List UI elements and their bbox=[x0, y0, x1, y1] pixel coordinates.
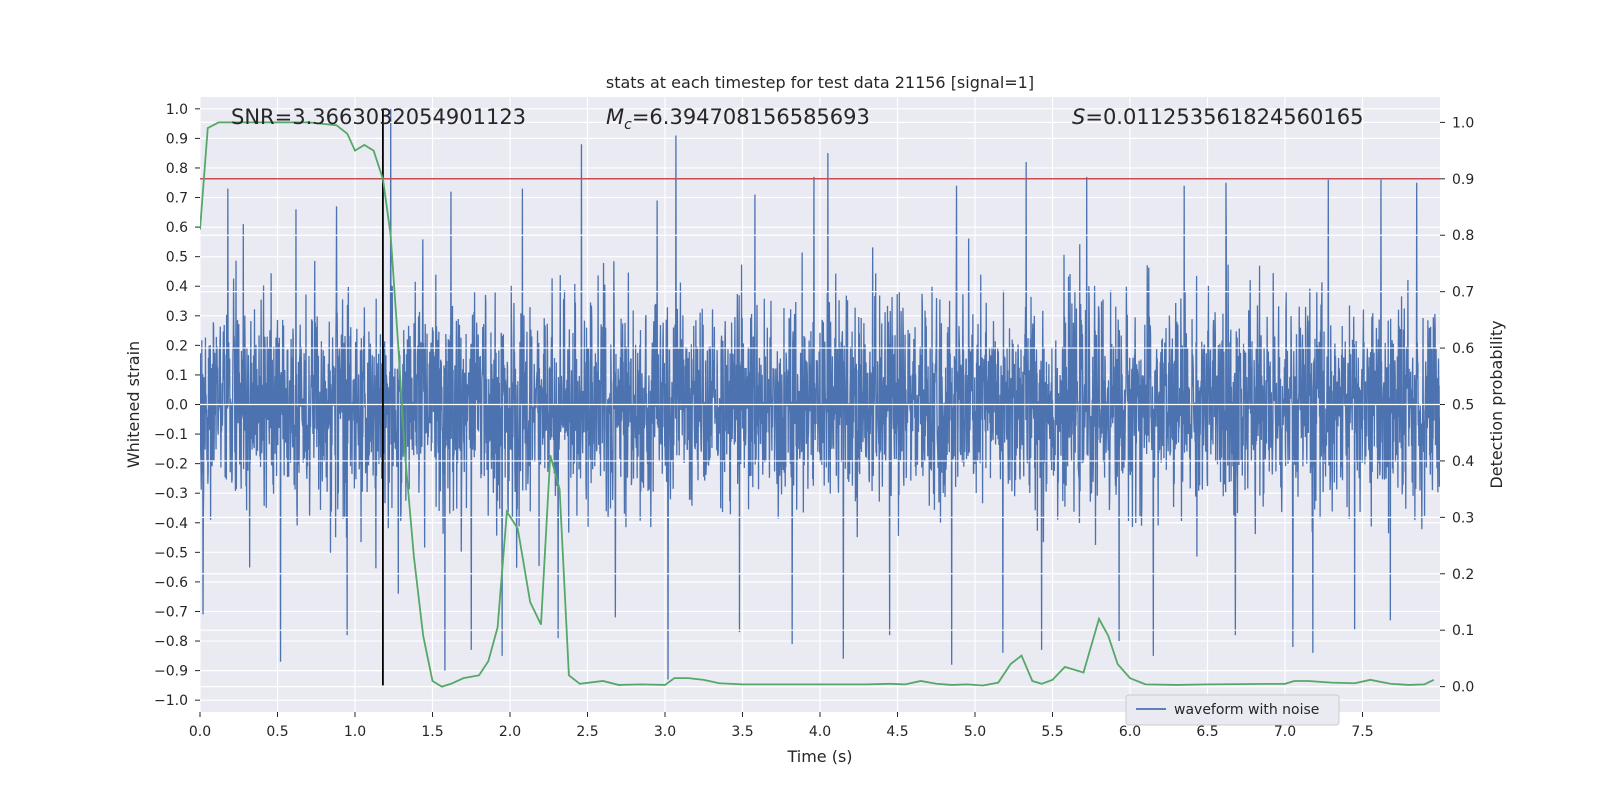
chart-title: stats at each timestep for test data 211… bbox=[606, 73, 1034, 92]
legend-box bbox=[1125, 694, 1340, 726]
legend: waveform with noise bbox=[1125, 694, 1340, 726]
x-tick-label: 2.0 bbox=[499, 724, 521, 740]
snr-annotation: SNR=3.3663032054901123 bbox=[231, 105, 526, 129]
y2-tick-label: 0.8 bbox=[1452, 228, 1474, 244]
legend-label: waveform with noise bbox=[1174, 702, 1319, 718]
s-annotation: S=0.011253561824560165 bbox=[1072, 105, 1363, 129]
y2-tick-label: 1.0 bbox=[1452, 115, 1474, 131]
x-tick-label: 2.5 bbox=[576, 724, 598, 740]
x-tick-label: 5.5 bbox=[1041, 724, 1063, 740]
x-tick-label: 1.0 bbox=[344, 724, 366, 740]
y2-tick-label: 0.6 bbox=[1452, 341, 1474, 357]
y-tick-label: −0.1 bbox=[154, 427, 188, 443]
mc-annotation: Mc=6.394708156585693 bbox=[606, 105, 870, 133]
y2-tick-label: 0.1 bbox=[1452, 623, 1474, 639]
s-symbol: S bbox=[1072, 105, 1085, 129]
grid-right bbox=[200, 121, 1440, 688]
y-tick-label: −0.3 bbox=[154, 486, 188, 502]
x-tick-label: 6.5 bbox=[1196, 724, 1218, 740]
y-tick-label: 0.4 bbox=[166, 279, 188, 295]
x-tick-label: 4.0 bbox=[809, 724, 831, 740]
y-tick-label: 0.8 bbox=[166, 161, 188, 177]
y-tick-label: −1.0 bbox=[154, 693, 188, 709]
y-tick-label: 0.0 bbox=[166, 398, 188, 414]
y-tick-label: −0.4 bbox=[154, 516, 188, 532]
y-tick-label: 1.0 bbox=[166, 102, 188, 118]
x-tick-label: 0.0 bbox=[189, 724, 211, 740]
y2-tick-label: 0.2 bbox=[1452, 567, 1474, 583]
x-tick-label: 6.0 bbox=[1119, 724, 1141, 740]
y2-tick-label: 0.7 bbox=[1452, 285, 1474, 301]
y2-tick-label: 0.0 bbox=[1452, 680, 1474, 696]
series-waveform-with-noise bbox=[200, 108, 1440, 680]
y-tick-label: −0.5 bbox=[154, 545, 188, 561]
s-value: =0.011253561824560165 bbox=[1085, 105, 1363, 129]
x-tick-label: 3.5 bbox=[731, 724, 753, 740]
y-tick-label: −0.6 bbox=[154, 575, 188, 591]
y-tick-label: 0.6 bbox=[166, 220, 188, 236]
y2-tick-label: 0.4 bbox=[1452, 454, 1474, 470]
y-tick-label: −0.9 bbox=[154, 664, 188, 680]
y-tick-label: 0.2 bbox=[166, 338, 188, 354]
x-tick-label: 7.5 bbox=[1351, 724, 1373, 740]
y-tick-label: 0.7 bbox=[166, 191, 188, 207]
y-tick-label: −0.2 bbox=[154, 457, 188, 473]
x-tick-label: 3.0 bbox=[654, 724, 676, 740]
x-axis-label: Time (s) bbox=[786, 747, 852, 766]
x-tick-label: 7.0 bbox=[1274, 724, 1296, 740]
mc-subscript: c bbox=[624, 117, 632, 133]
y-tick-label: 0.3 bbox=[166, 309, 188, 325]
y-axis-label: Whitened strain bbox=[124, 341, 143, 468]
x-tick-label: 4.5 bbox=[886, 724, 908, 740]
y2-tick-label: 0.9 bbox=[1452, 172, 1474, 188]
mc-symbol: M bbox=[606, 105, 624, 129]
y2-axis-label: Detection probability bbox=[1487, 320, 1506, 488]
y-tick-label: 0.9 bbox=[166, 131, 188, 147]
x-tick-label: 5.0 bbox=[964, 724, 986, 740]
y2-tick-label: 0.5 bbox=[1452, 398, 1474, 414]
y-tick-label: 0.5 bbox=[166, 250, 188, 266]
y-tick-label: −0.8 bbox=[154, 634, 188, 650]
x-tick-label: 0.5 bbox=[266, 724, 288, 740]
y-tick-label: 0.1 bbox=[166, 368, 188, 384]
y2-tick-label: 0.3 bbox=[1452, 510, 1474, 526]
x-tick-label: 1.5 bbox=[421, 724, 443, 740]
series-detection-probability bbox=[200, 121, 1435, 688]
mc-value: =6.394708156585693 bbox=[632, 105, 870, 129]
y-tick-label: −0.7 bbox=[154, 604, 188, 620]
